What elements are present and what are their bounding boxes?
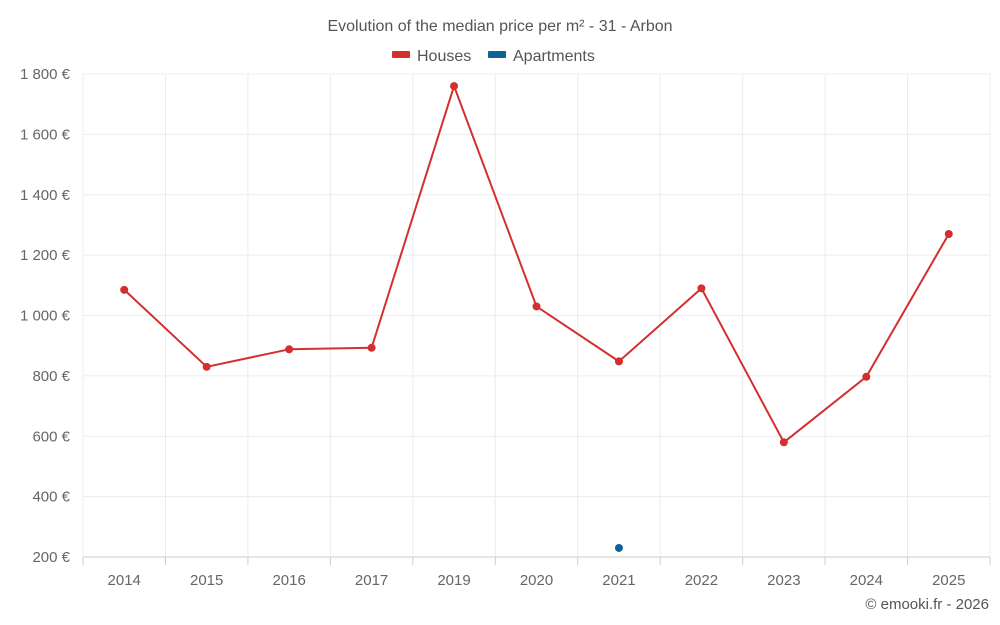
- chart-title: Evolution of the median price per m² - 3…: [327, 18, 672, 35]
- x-tick-label: 2020: [520, 572, 553, 589]
- y-tick-label: 400 €: [32, 489, 70, 506]
- x-tick-label: 2014: [108, 572, 141, 589]
- y-tick-label: 1 600 €: [20, 126, 71, 143]
- data-point-houses: [202, 362, 211, 371]
- x-axis: 2014 2015 2016 2017 2019 2020 2021 2022 2023 2024…: [108, 572, 966, 589]
- y-tick-label: 1 400 €: [20, 187, 71, 204]
- data-point-houses: [120, 285, 129, 294]
- x-tick-label: 2025: [932, 572, 965, 589]
- legend-label-houses: Houses: [417, 48, 471, 65]
- y-tick-label: 600 €: [32, 428, 70, 445]
- data-point-apartments: [614, 543, 623, 552]
- data-point-houses: [944, 229, 953, 238]
- y-tick-label: 200 €: [32, 549, 70, 566]
- legend-label-apartments: Apartments: [513, 48, 595, 65]
- y-tick-label: 800 €: [32, 368, 70, 385]
- data-point-houses: [450, 82, 459, 91]
- legend-swatch-houses: [392, 51, 410, 58]
- x-tick-label: 2017: [355, 572, 388, 589]
- data-point-houses: [779, 438, 788, 447]
- credit-text: © emooki.fr - 2026: [865, 596, 989, 613]
- y-tick-label: 1 200 €: [20, 247, 71, 264]
- series-layer: [120, 82, 953, 552]
- data-point-houses: [614, 357, 623, 366]
- x-tick-label: 2019: [437, 572, 470, 589]
- data-point-houses: [367, 343, 376, 352]
- data-point-houses: [697, 284, 706, 293]
- data-point-houses: [285, 345, 294, 354]
- x-tick-label: 2022: [685, 572, 718, 589]
- x-tick-label: 2021: [602, 572, 635, 589]
- x-tick-label: 2016: [272, 572, 305, 589]
- y-axis: 200 € 400 € 600 € 800 € 1 000 € 1 200 € 1 400 …: [20, 66, 71, 566]
- data-point-houses: [862, 372, 871, 381]
- y-tick-label: 1 800 €: [20, 66, 71, 83]
- data-point-houses: [532, 302, 541, 311]
- x-tick-label: 2015: [190, 572, 223, 589]
- gridlines: [82, 73, 991, 565]
- legend: Houses Apartments: [392, 48, 595, 65]
- x-tick-label: 2023: [767, 572, 800, 589]
- legend-swatch-apartments: [488, 51, 506, 58]
- x-tick-label: 2024: [850, 572, 883, 589]
- y-tick-label: 1 000 €: [20, 308, 71, 325]
